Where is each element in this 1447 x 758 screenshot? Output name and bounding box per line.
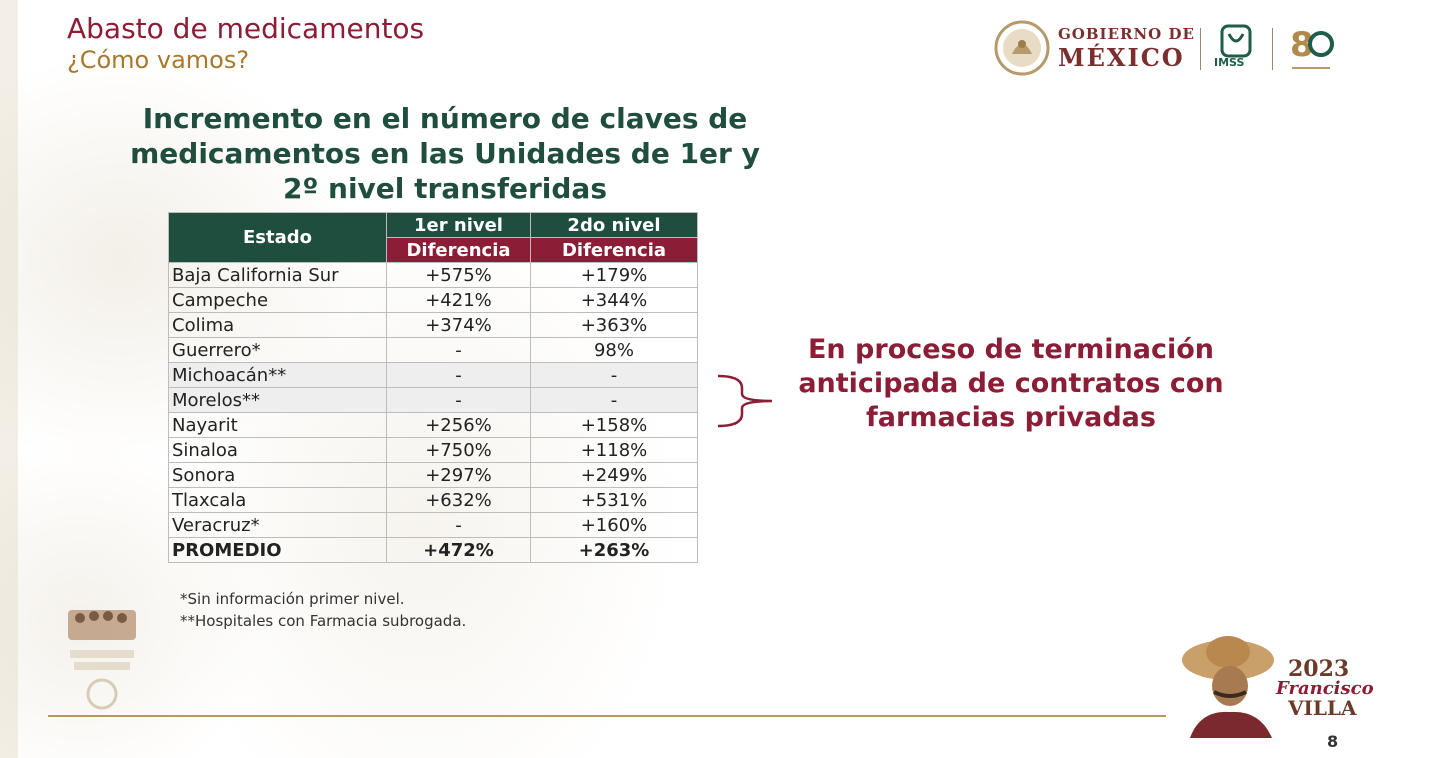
national-seal-icon [994, 20, 1050, 76]
imss-logo-icon [1220, 24, 1252, 58]
level2-cell: - [530, 362, 698, 388]
gov-logo-line1: GOBIERNO DE [1058, 25, 1195, 43]
table-row: Michoacán** - - [168, 362, 698, 388]
column-header-diff1: Diferencia [386, 237, 531, 263]
state-cell: Michoacán** [168, 362, 387, 388]
level2-cell: +249% [530, 462, 698, 488]
level1-cell: +632% [386, 487, 531, 513]
average-level2-cell: +263% [530, 537, 698, 563]
state-cell: Colima [168, 312, 387, 338]
column-header-level2: 2do nivel [530, 212, 698, 238]
level1-cell: - [386, 512, 531, 538]
level1-cell: +297% [386, 462, 531, 488]
level1-cell: - [386, 362, 531, 388]
level1-cell: +256% [386, 412, 531, 438]
table-row: Sonora +297% +249% [168, 462, 698, 488]
header-logos: GOBIERNO DE MÉXICO IMSS 8 [994, 20, 1334, 80]
state-cell: Morelos** [168, 387, 387, 413]
level1-cell: - [386, 337, 531, 363]
level1-cell: - [386, 387, 531, 413]
state-cell: Campeche [168, 287, 387, 313]
villa-year: 2023 [1288, 656, 1350, 682]
table-row: Sinaloa +750% +118% [168, 437, 698, 463]
column-header-diff2: Diferencia [530, 237, 698, 263]
anniversary-logo-icon: 8 [1290, 25, 1334, 69]
medication-increase-table: Estado 1er nivel 2do nivel Diferencia Di… [168, 212, 698, 563]
footnote-2: **Hospitales con Farmacia subrogada. [180, 612, 467, 630]
right-brace-icon [717, 374, 773, 428]
svg-text:8: 8 [1290, 25, 1314, 65]
table-heading: Incremento en el número de claves de med… [130, 102, 760, 205]
level2-cell: - [530, 387, 698, 413]
contract-termination-callout: En proceso de terminación anticipada de … [798, 334, 1224, 433]
level1-cell: +575% [386, 262, 531, 288]
gov-logo-line2: MÉXICO [1058, 43, 1185, 72]
page-number: 8 [1327, 732, 1339, 751]
slide-title: Abasto de medicamentos [67, 12, 425, 45]
footnotes: *Sin información primer nivel. **Hospita… [180, 588, 466, 632]
column-header-estado: Estado [168, 212, 387, 263]
level2-cell: +531% [530, 487, 698, 513]
table-row: Guerrero* - 98% [168, 337, 698, 363]
imss-label: IMSS [1214, 56, 1245, 69]
level2-cell: +179% [530, 262, 698, 288]
level2-cell: +363% [530, 312, 698, 338]
level2-cell: +344% [530, 287, 698, 313]
state-cell: Sonora [168, 462, 387, 488]
villa-name2: VILLA [1288, 696, 1357, 720]
francisco-villa-2023-logo: 2023 Francisco VILLA [1180, 634, 1374, 738]
state-cell: Veracruz* [168, 512, 387, 538]
villa-portrait-icon [1182, 636, 1274, 738]
table-row: Tlaxcala +632% +531% [168, 487, 698, 513]
table-row: Campeche +421% +344% [168, 287, 698, 313]
slide-subtitle: ¿Cómo vamos? [67, 46, 250, 74]
footnote-1: *Sin información primer nivel. [180, 590, 405, 608]
level1-cell: +750% [386, 437, 531, 463]
average-row: PROMEDIO +472% +263% [168, 537, 698, 563]
level2-cell: 98% [530, 337, 698, 363]
column-header-level1: 1er nivel [386, 212, 531, 238]
state-cell: Baja California Sur [168, 262, 387, 288]
state-cell: Sinaloa [168, 437, 387, 463]
level2-cell: +160% [530, 512, 698, 538]
level2-cell: +158% [530, 412, 698, 438]
gobierno-de-mexico-wordmark: GOBIERNO DE MÉXICO [1058, 26, 1195, 70]
table-row: Morelos** - - [168, 387, 698, 413]
villa-name: Francisco [1276, 678, 1374, 699]
average-level1-cell: +472% [386, 537, 531, 563]
logo-divider-2 [1272, 28, 1273, 70]
level2-cell: +118% [530, 437, 698, 463]
state-cell: Tlaxcala [168, 487, 387, 513]
state-cell: Guerrero* [168, 337, 387, 363]
level1-cell: +421% [386, 287, 531, 313]
footer-divider [48, 715, 1166, 717]
table-row: Nayarit +256% +158% [168, 412, 698, 438]
logo-divider [1200, 28, 1201, 70]
state-cell: Nayarit [168, 412, 387, 438]
average-label-cell: PROMEDIO [168, 537, 387, 563]
table-row: Colima +374% +363% [168, 312, 698, 338]
table-row: Veracruz* - +160% [168, 512, 698, 538]
level1-cell: +374% [386, 312, 531, 338]
table-row: Baja California Sur +575% +179% [168, 262, 698, 288]
left-decorative-strip [0, 0, 18, 758]
heroes-emblem-icon [68, 610, 136, 710]
